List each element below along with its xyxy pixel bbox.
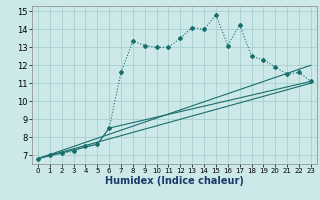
X-axis label: Humidex (Indice chaleur): Humidex (Indice chaleur) [105,176,244,186]
